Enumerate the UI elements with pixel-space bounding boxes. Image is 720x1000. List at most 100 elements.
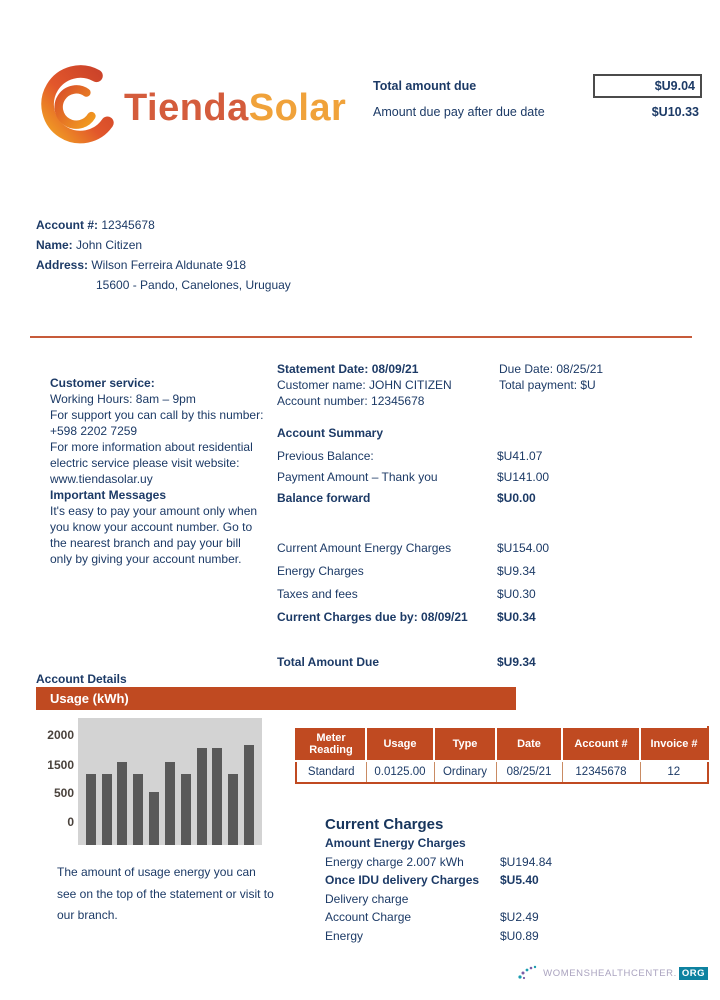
account-number-value: 12345678 <box>101 218 155 232</box>
sun-swirl-icon <box>36 62 120 153</box>
row-value: $U2.49 <box>500 910 539 924</box>
charge-row: Energy Charges $U9.34 <box>277 564 577 587</box>
row-value: $U5.40 <box>500 873 539 887</box>
row-label: Amount Energy Charges <box>325 836 466 850</box>
meter-table-header-row: Meter Reading Usage Type Date Account # Invoi… <box>295 726 709 762</box>
total-due-label: Total amount due <box>373 79 477 93</box>
charge-row: Previous Balance: $U41.07 <box>277 449 577 470</box>
meter-table-cell: Standard <box>295 760 367 784</box>
usage-bar <box>149 791 160 845</box>
meter-table-header: Type <box>433 726 497 762</box>
account-number-label: Account #: <box>36 218 99 232</box>
row-value: $U0.34 <box>497 610 536 624</box>
row-value: $U0.89 <box>500 928 539 943</box>
charge-row: Account Charge $U2.49 <box>325 910 615 929</box>
usage-bar <box>164 762 175 845</box>
row-value: $U9.34 <box>497 564 536 578</box>
row-label: Previous Balance: <box>277 449 374 463</box>
meter-table-header: Meter Reading <box>295 726 367 762</box>
usage-bar <box>85 774 96 845</box>
footer-org-badge: ORG <box>678 967 708 980</box>
meter-table-row: Standard 0.0125.00 Ordinary 08/25/21 1234567… <box>295 760 709 784</box>
row-label: Energy charge 2.007 kWh <box>325 854 464 869</box>
statement-customer-name: Customer name: JOHN CITIZEN <box>277 378 452 392</box>
charge-row: Energy $U0.89 <box>325 929 615 948</box>
name-label: Name: <box>36 238 73 252</box>
current-charges-rows: Amount Energy Charges Energy charge 2.007… <box>325 836 615 947</box>
meter-table-header: Account # <box>561 726 641 762</box>
account-details-title: Account Details <box>36 672 127 686</box>
important-messages-title: Important Messages <box>50 488 167 502</box>
total-due-row: Total amount due $U9.04 <box>373 74 703 100</box>
after-due-label: Amount due pay after due date <box>373 105 545 119</box>
logo-wordmark: TiendaSolar <box>124 64 346 152</box>
row-value: $U41.07 <box>497 449 543 463</box>
account-info: Account #: 12345678 Name: John Citizen A… <box>36 215 396 295</box>
meter-table-cell: 0.0125.00 <box>365 760 435 784</box>
due-date: Due Date: 08/25/21 <box>499 362 604 376</box>
meter-table-body: Standard 0.0125.00 Ordinary 08/25/21 1234567… <box>295 760 709 784</box>
row-value: $U194.84 <box>500 854 553 869</box>
row-label: Taxes and fees <box>277 587 358 601</box>
row-label: Delivery charge <box>325 891 409 906</box>
charge-row: Once IDU delivery Charges $U5.40 <box>325 873 615 892</box>
row-label: Energy Charges <box>277 564 364 578</box>
address-line-2: 15600 - Pando, Canelones, Uruguay <box>96 278 291 292</box>
row-value: $U0.00 <box>497 491 536 505</box>
row-label: Once IDU delivery Charges <box>325 873 480 887</box>
row-label: Energy <box>325 928 364 943</box>
customer-service-line: For support you can call by this number:… <box>50 408 264 438</box>
customer-service-title: Customer service: <box>50 376 155 390</box>
charge-row: Current Charges due by: 08/09/21 $U0.34 <box>277 610 577 633</box>
brand-logo: TiendaSolar <box>36 62 346 153</box>
statement-account-number: Account number: 12345678 <box>277 394 425 408</box>
row-label: Payment Amount – Thank you <box>277 470 438 484</box>
name-value: John Citizen <box>76 238 143 252</box>
meter-table-header: Invoice # <box>639 726 709 762</box>
usage-bar <box>101 774 112 845</box>
charge-row: Taxes and fees $U0.30 <box>277 587 577 610</box>
row-label: Account Charge <box>325 910 412 924</box>
dots-arc-icon <box>517 963 541 984</box>
meter-table-header: Usage <box>365 726 435 762</box>
row-label: Balance forward <box>277 491 371 505</box>
footer-watermark: WOMENSHEALTHCENTER. ORG <box>517 963 708 984</box>
due-block: Due Date: 08/25/21 Total payment: $U <box>499 361 689 393</box>
charge-row: Energy charge 2.007 kWh $U194.84 <box>325 855 615 874</box>
statement-block: Statement Date: 08/09/21 Customer name: … <box>277 361 507 409</box>
total-due-box: $U9.04 <box>593 74 702 98</box>
header-amounts: Total amount due $U9.04 Amount due pay a… <box>373 74 703 126</box>
meter-table-cell: Ordinary <box>433 760 497 784</box>
customer-service-line: Working Hours: 8am – 9pm <box>50 392 196 406</box>
meter-table-cell: 12345678 <box>561 760 641 784</box>
row-value: $U0.30 <box>497 587 536 601</box>
meter-table-cell: 08/25/21 <box>495 760 563 784</box>
section-divider <box>30 336 692 338</box>
usage-banner: Usage (kWh) <box>36 687 516 710</box>
usage-bar <box>117 762 128 845</box>
address-label: Address: <box>36 258 89 272</box>
charges-rows: Current Amount Energy Charges $U154.00 Ene… <box>277 541 577 633</box>
total-amount-due-row: Total Amount Due $U9.34 <box>277 655 577 669</box>
account-summary-title: Account Summary <box>277 426 384 440</box>
after-due-value: $U10.33 <box>651 105 699 119</box>
row-value: $U141.00 <box>497 470 550 484</box>
row-label: Current Amount Energy Charges <box>277 541 452 555</box>
usage-bar <box>133 774 144 845</box>
logo-word-solar: Solar <box>248 86 347 129</box>
total-amount-due-label: Total Amount Due <box>277 655 379 669</box>
usage-chart-yaxis: 2000 1500 500 0 <box>38 718 76 845</box>
meter-table-header: Date <box>495 726 563 762</box>
address-line: Address: Wilson Ferreira Aldunate 918 <box>36 255 396 275</box>
total-payment: Total payment: $U <box>499 378 596 392</box>
after-due-row: Amount due pay after due date $U10.33 <box>373 100 703 126</box>
row-label: Current Charges due by: 08/09/21 <box>277 610 468 624</box>
customer-service-column: Customer service: Working Hours: 8am – 9… <box>50 375 266 567</box>
current-charges-block: Current Charges Amount Energy Charges Ene… <box>325 816 615 947</box>
y-tick-label: 1500 <box>47 758 74 772</box>
total-amount-due-value: $U9.34 <box>497 655 536 669</box>
usage-bar <box>196 747 207 845</box>
customer-service-line: For more information about residential e… <box>50 440 253 486</box>
usage-bar <box>180 774 191 845</box>
